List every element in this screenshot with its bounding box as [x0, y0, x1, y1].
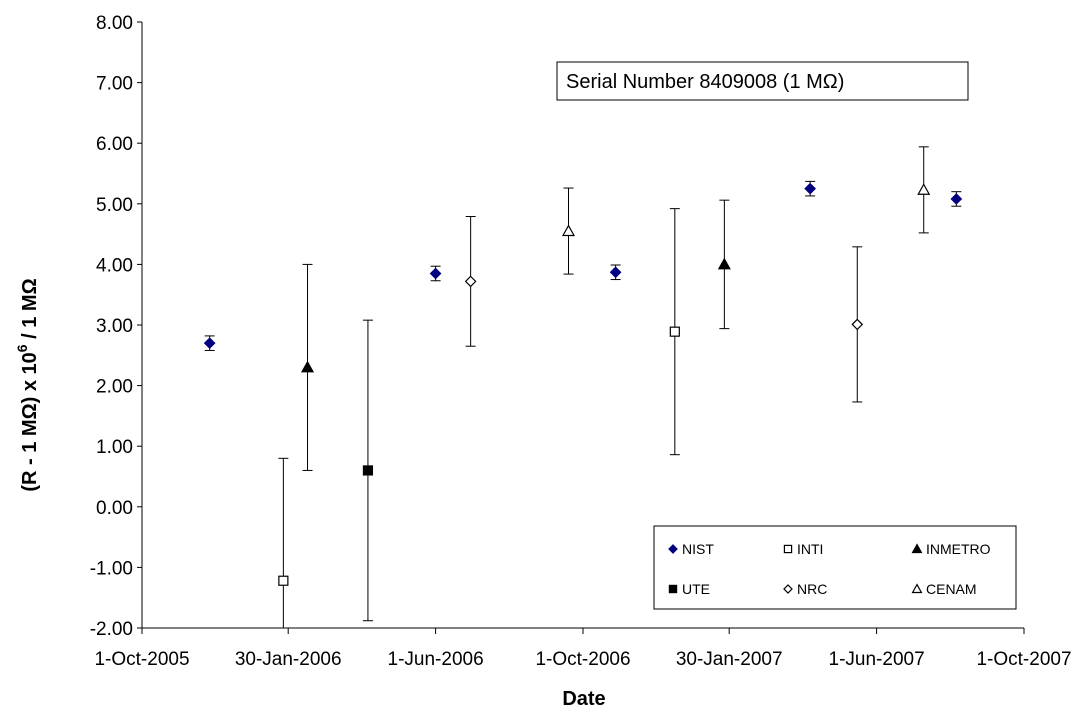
legend-label: CENAM	[926, 581, 977, 597]
marker-diamond	[429, 267, 442, 280]
marker-triangle	[911, 543, 923, 554]
x-tick-label: 1-Jun-2006	[388, 649, 484, 670]
legend-item-nist: NIST	[668, 541, 714, 557]
x-tick-label: 1-Oct-2006	[535, 649, 630, 670]
point-inti	[669, 208, 680, 456]
x-axis-title: Date	[562, 688, 605, 710]
legend-label: INTI	[797, 541, 823, 557]
point-inmetro	[717, 199, 731, 330]
legend-label: NIST	[682, 541, 714, 557]
marker-square	[668, 584, 678, 594]
x-tick-label: 1-Oct-2005	[94, 649, 189, 670]
x-tick-label: 30-Jan-2006	[235, 649, 342, 670]
legend-item-ute: UTE	[668, 581, 710, 597]
marker-triangle	[717, 257, 731, 270]
marker-triangle	[301, 360, 315, 373]
y-tick-label: 8.00	[96, 13, 133, 34]
marker-triangle	[911, 583, 923, 594]
annotation-box: Serial Number 8409008 (1 MΩ)	[556, 61, 969, 101]
y-tick-label: 7.00	[96, 74, 133, 95]
data-points	[203, 146, 963, 628]
marker-square	[783, 544, 793, 554]
y-axis-title: (R - 1 MΩ) x 106 / 1 MΩ	[14, 278, 41, 491]
y-tick-label: -1.00	[90, 558, 133, 579]
marker-square	[669, 326, 680, 337]
y-tick-labels: -2.00 -1.00 0.00 1.00 2.00 3.00 4.00 5.00 6.00 7.…	[90, 13, 133, 640]
legend: NIST INTI INMETRO UTE NRC CENAM	[653, 525, 1017, 610]
marker-square	[278, 575, 289, 586]
y-tick-label: 6.00	[96, 134, 133, 155]
point-nist	[609, 264, 622, 281]
marker-diamond	[851, 318, 864, 331]
point-nrc	[851, 246, 864, 403]
legend-label: UTE	[682, 581, 710, 597]
marker-triangle	[561, 224, 576, 237]
marker-triangle	[917, 183, 931, 195]
legend-item-inmetro: INMETRO	[911, 541, 991, 557]
point-nrc	[464, 216, 477, 347]
point-cenam	[917, 146, 931, 234]
x-tick-labels: 1-Oct-2005 30-Jan-2006 1-Jun-2006 1-Oct-200…	[94, 649, 1071, 670]
y-tick-label: 0.00	[96, 498, 133, 519]
annotation-text: Serial Number 8409008 (1 MΩ)	[566, 71, 844, 93]
marker-diamond	[804, 182, 816, 195]
x-tick-label: 1-Jun-2007	[829, 649, 925, 670]
legend-frame	[653, 525, 1017, 610]
marker-square	[362, 465, 374, 476]
marker-diamond	[464, 275, 477, 288]
point-inmetro	[301, 263, 315, 471]
legend-label: NRC	[797, 581, 827, 597]
legend-item-nrc: NRC	[783, 581, 827, 597]
y-axis-title-superscript: 6	[14, 344, 30, 352]
marker-diamond	[950, 193, 963, 205]
point-nist	[804, 180, 816, 197]
point-cenam	[561, 187, 576, 275]
point-nist	[203, 335, 216, 351]
x-tick-label: 1-Oct-2007	[976, 649, 1071, 670]
legend-label: INMETRO	[926, 541, 991, 557]
x-tick-label: 30-Jan-2007	[676, 649, 783, 670]
point-inti	[278, 457, 289, 628]
point-nist	[429, 265, 442, 282]
marker-diamond	[609, 266, 622, 279]
y-tick-label: 3.00	[96, 316, 133, 337]
y-tick-label: 4.00	[96, 255, 133, 276]
y-tick-label: -2.00	[90, 619, 133, 640]
point-nist	[950, 191, 963, 207]
annotation-frame	[556, 61, 969, 101]
legend-item-cenam: CENAM	[911, 581, 977, 597]
marker-diamond	[203, 337, 216, 350]
y-tick-label: 5.00	[96, 195, 133, 216]
y-tick-label: 2.00	[96, 377, 133, 398]
marker-diamond	[668, 544, 678, 554]
marker-diamond	[783, 584, 793, 594]
legend-item-inti: INTI	[783, 541, 823, 557]
y-tick-label: 1.00	[96, 437, 133, 458]
y-axis-title-main: (R - 1 MΩ) x 10	[19, 352, 41, 491]
point-ute	[362, 319, 374, 622]
y-axis-title-tail: / 1 MΩ	[19, 278, 41, 344]
axes	[137, 21, 1025, 634]
